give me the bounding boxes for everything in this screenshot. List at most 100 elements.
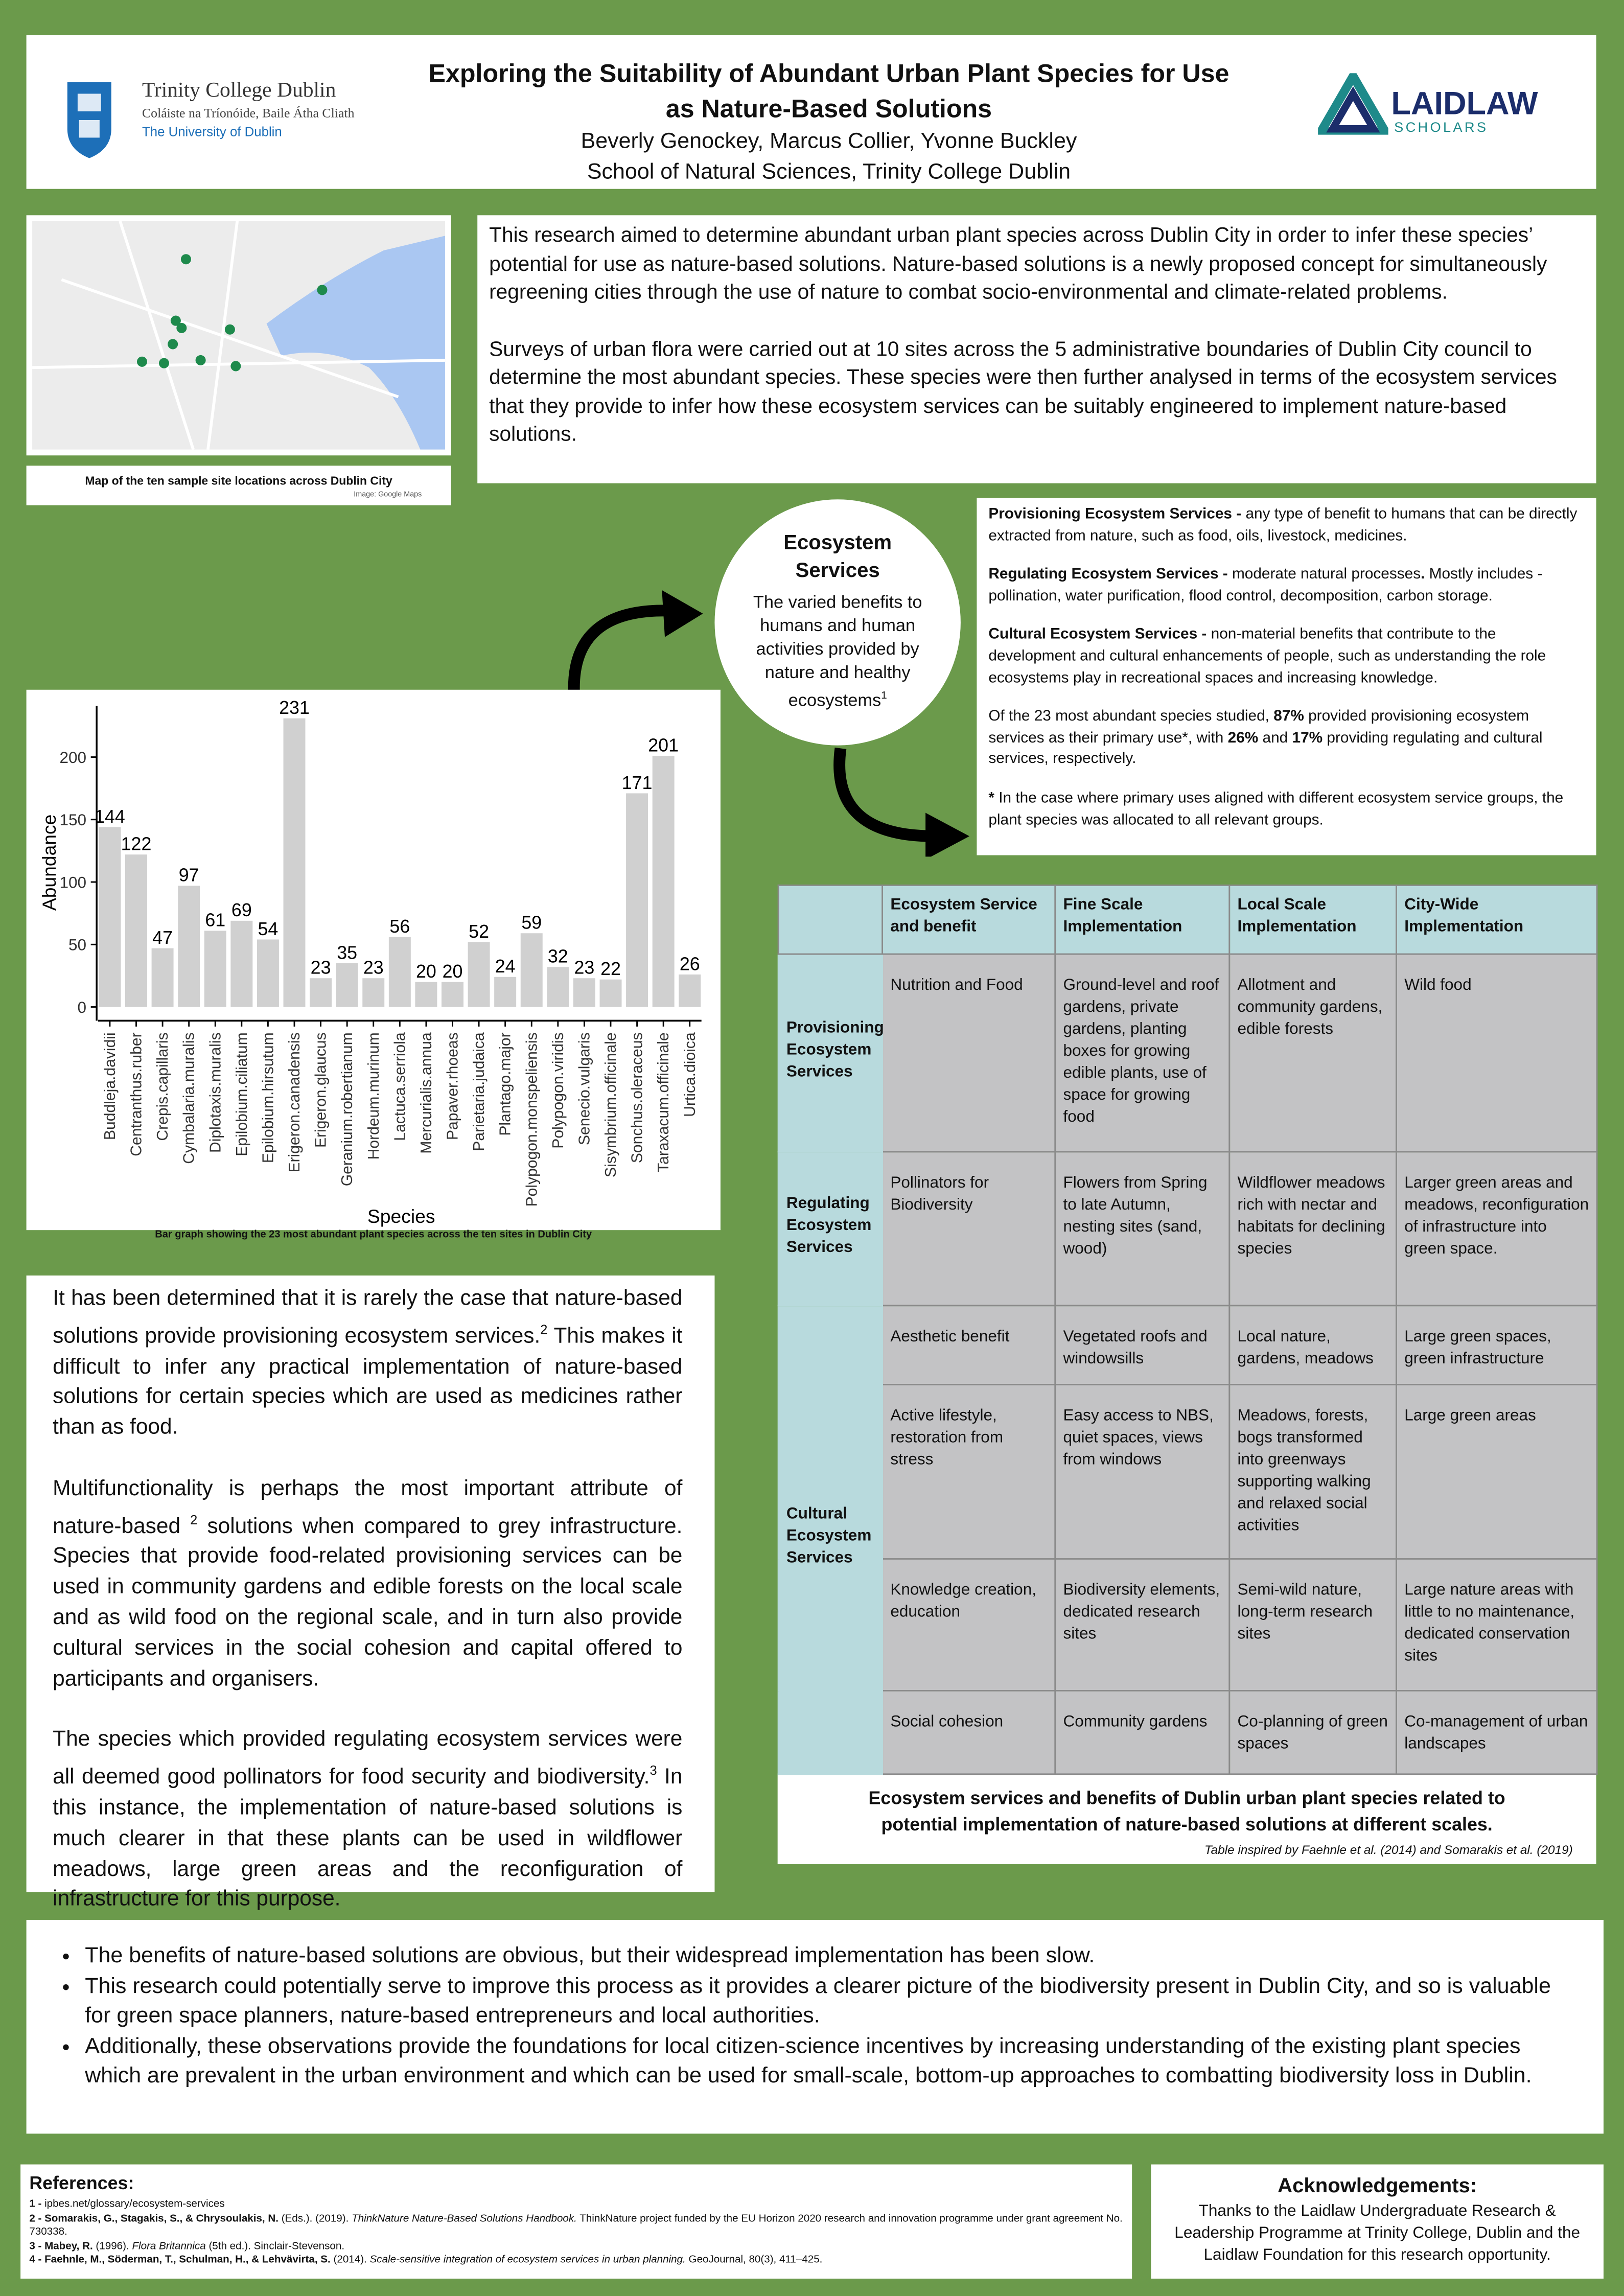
x-tick-label: Buddleja.davidii (102, 1032, 119, 1140)
intro: This research aimed to determine abundan… (477, 215, 1596, 483)
text-run: In the case where primary uses aligned w… (988, 791, 1564, 828)
table-cell: Aesthetic benefit (881, 1305, 1056, 1385)
header-cell: Local Scale Implementation (1228, 884, 1397, 955)
text-run: 1 - (29, 2196, 42, 2210)
text-run: (1996). (92, 2238, 132, 2252)
text-run: any type of benefit to humans that can b… (988, 506, 1577, 544)
y-tick-label: 200 (59, 748, 86, 767)
acknowledgements-title: Acknowledgements: (1278, 2173, 1477, 2197)
services-table: Ecosystem Service and benefit Fine Scale … (777, 884, 1598, 1775)
bar (230, 920, 253, 1007)
citation: 3 (649, 1763, 657, 1778)
text-run: and (1258, 730, 1292, 747)
bar (652, 756, 675, 1007)
x-tick-label: Erigeron.canadensis (286, 1032, 303, 1172)
value-label: 97 (179, 865, 199, 886)
table-row: Social cohesion Community gardens Co-plann… (778, 1690, 1598, 1775)
x-tick-label: Sisymbrium.officinale (602, 1032, 619, 1177)
table-cell: Large green areas (1396, 1384, 1598, 1560)
value-label: 23 (363, 958, 384, 978)
x-tick-label: Lactuca.serriola (391, 1032, 408, 1141)
x-tick-label: Polypogon.viridis (550, 1032, 567, 1148)
map-panel (26, 215, 451, 456)
text-run: . (1421, 567, 1425, 584)
x-tick-label: Mercurialis.annua (418, 1032, 435, 1154)
text-run: 87% (1273, 709, 1304, 725)
x-tick-label: Senecio.vulgaris (576, 1032, 593, 1145)
discussion: It has been determined that it is rarely… (26, 1275, 715, 1912)
text-run: The varied benefits to humans and human … (753, 591, 922, 710)
table-cell: Easy access to NBS, quiet spaces, views … (1054, 1384, 1231, 1560)
intro-paragraph: Surveys of urban flora were carried out … (489, 337, 1557, 447)
value-label: 54 (258, 919, 279, 939)
value-label: 59 (521, 913, 542, 933)
value-label: 47 (152, 927, 173, 948)
bar (151, 948, 174, 1007)
table-cell: Meadows, forests, bogs transformed into … (1228, 1384, 1397, 1560)
bar (204, 931, 226, 1007)
x-tick-label: Polypogon.monspeliensis (523, 1032, 540, 1207)
table-cell: Flowers from Spring to late Autumn, nest… (1054, 1151, 1231, 1307)
definition-paragraph: Cultural Ecosystem Services - non-materi… (988, 626, 1584, 690)
ecosystem-circle: Ecosystem Services The varied benefits t… (714, 499, 961, 746)
text-run: ThinkNature project funded by the EU Hor… (29, 2210, 1123, 2238)
table-wrap: Ecosystem Service and benefit Fine Scale … (777, 884, 1598, 1775)
x-tick-label: Sonchus.oleraceus (629, 1032, 646, 1163)
reference-item: 2 - Somarakis, G., Stagakis, S., & Chrys… (29, 2211, 1123, 2238)
value-label: 26 (680, 954, 700, 974)
value-label: 231 (279, 698, 310, 718)
x-tick-label: Erigeron.glaucus (313, 1032, 330, 1148)
conclusion-list: The benefits of nature-based solutions a… (27, 1942, 1560, 2092)
text-run: 3 - Mabey, R. (29, 2238, 93, 2252)
table-row: Provisioning Ecosystem Services Nutrition… (777, 953, 1598, 1153)
x-tick-label: Urtica.dioica (682, 1032, 699, 1117)
table-row: Regulating Ecosystem Services Pollinators… (777, 1151, 1598, 1307)
tcd-irish: Coláiste na Tríonóide, Baile Átha Cliath (142, 105, 355, 120)
text-run: The species which provided regulating ec… (53, 1728, 683, 1790)
value-label: 32 (548, 946, 568, 967)
value-label: 22 (600, 959, 621, 979)
map-credit: Image: Google Maps (354, 491, 422, 500)
table-cell: Large green spaces, green infrastructure (1396, 1305, 1598, 1385)
value-label: 24 (495, 956, 516, 977)
text-run: ipbes.net/glossary/ecosystem-services (41, 2196, 225, 2210)
circle-title: Ecosystem Services (783, 530, 892, 582)
bar (388, 937, 411, 1007)
table-cell: Larger green areas and meadows, reconfig… (1396, 1151, 1598, 1307)
definition-paragraph: Regulating Ecosystem Services - moderate… (988, 566, 1584, 609)
bar (442, 982, 463, 1007)
text-run: Of the 23 most abundant species studied, (988, 709, 1274, 725)
discussion-paragraph: Multifunctionality is perhaps the most i… (53, 1474, 682, 1695)
x-tick-label: Cymbalaria.muralis (181, 1032, 198, 1164)
acknowledgements-text: Thanks to the Laidlaw Undergraduate Rese… (1174, 2202, 1581, 2264)
group-cell: Provisioning Ecosystem Services (777, 953, 884, 1153)
x-tick-label: Epilobium.ciliatum (234, 1032, 250, 1156)
table-cell: Local nature, gardens, meadows (1228, 1305, 1397, 1385)
conclusion-item: Additionally, these observations provide… (85, 2032, 1560, 2092)
bar (573, 978, 595, 1007)
header: Trinity College Dublin Coláiste na Tríon… (26, 35, 1596, 189)
header-cell (777, 884, 884, 955)
value-label: 122 (121, 834, 152, 854)
intro-paragraph: This research aimed to determine abundan… (489, 224, 1547, 305)
text-run: provided provisioning ecosystem services… (988, 709, 1529, 747)
text-run: GeoJournal, 80(3), 411–425. (685, 2252, 823, 2266)
text-run: Flora Britannica (132, 2238, 206, 2252)
header-cell: Ecosystem Service and benefit (881, 884, 1056, 955)
definition-paragraph: Of the 23 most abundant species studied,… (988, 708, 1584, 772)
bar (362, 978, 385, 1007)
value-label: 69 (231, 900, 252, 920)
x-tick-label: Papaver.rhoeas (445, 1032, 461, 1140)
discussion-paragraph: The species which provided regulating ec… (53, 1726, 682, 1916)
table-cell: Co-planning of green spaces (1228, 1690, 1397, 1775)
arrows (568, 590, 970, 857)
discussion-paragraph: It has been determined that it is rarely… (53, 1284, 682, 1444)
bar (310, 978, 332, 1007)
references: References: 1 - ipbes.net/glossary/ecosy… (20, 2164, 1132, 2279)
map-caption: Map of the ten sample site locations acr… (85, 474, 392, 488)
laidlaw-mark (1318, 73, 1388, 135)
table-cell: Vegetated roofs and windowsills (1054, 1305, 1231, 1385)
value-label: 23 (311, 958, 331, 978)
text-run: This makes it difficult to infer any pra… (53, 1325, 683, 1440)
